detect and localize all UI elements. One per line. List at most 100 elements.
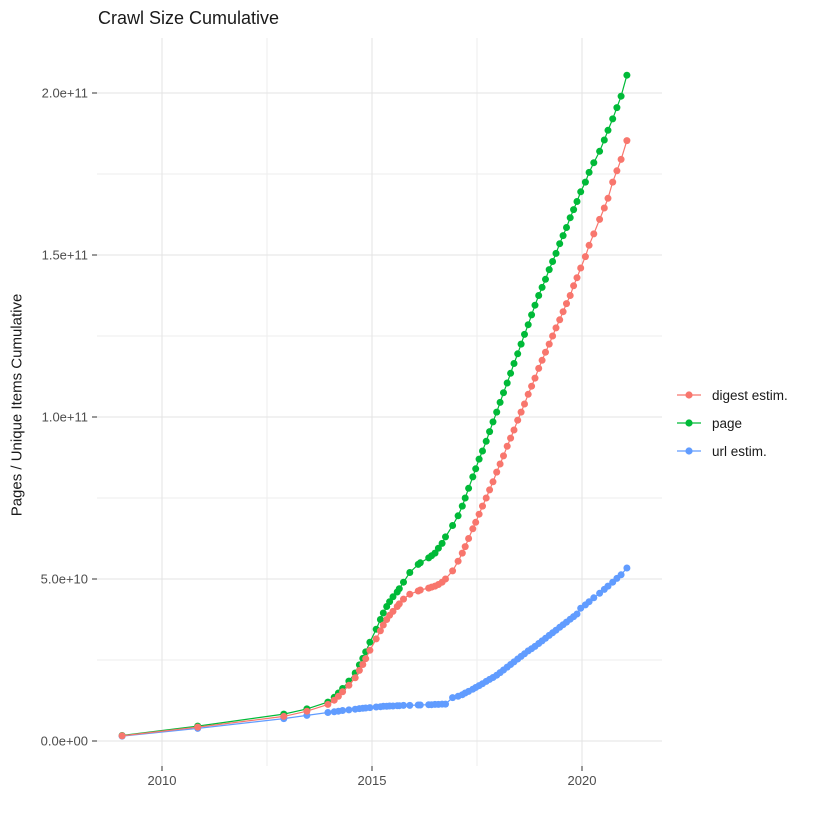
series-point-page [514, 350, 522, 358]
series-point-page [531, 301, 539, 309]
series-point-page [538, 283, 546, 291]
series-point-digest-estim [406, 590, 414, 598]
series-point-digest-estim [585, 241, 593, 249]
series-point-digest-estim [596, 215, 604, 223]
series-point-url-estim [604, 582, 612, 590]
series-point-digest-estim [489, 478, 497, 486]
series-point-page [600, 136, 608, 144]
series-point-digest-estim [400, 595, 407, 603]
y-axis-tick-label: 0.0e+00 [41, 734, 88, 749]
series-point-page [590, 159, 598, 167]
series-point-digest-estim [355, 666, 363, 674]
series-point-digest-estim [482, 494, 490, 502]
series-point-page [581, 178, 589, 186]
series-point-url-estim [442, 700, 449, 708]
series-point-digest-estim [376, 627, 384, 635]
series-point-page [400, 578, 407, 586]
series-point-digest-estim [345, 681, 353, 689]
legend-item-url-estim: url estim. [676, 437, 788, 465]
series-point-digest-estim [538, 356, 546, 364]
series-point-page [623, 71, 631, 79]
series-point-digest-estim [118, 732, 126, 740]
y-axis-tick-label: 2.0e+11 [42, 86, 88, 101]
series-point-digest-estim [500, 452, 507, 460]
series-point-page [507, 369, 515, 377]
series-point-digest-estim [600, 204, 608, 212]
series-point-url-estim [339, 707, 347, 714]
series-point-page [613, 104, 621, 112]
series-point-page [496, 398, 504, 406]
series-point-digest-estim [566, 292, 574, 299]
series-point-digest-estim [303, 707, 311, 715]
series-point-url-estim [416, 701, 424, 709]
series-point-page [528, 311, 536, 319]
series-point-page [389, 593, 397, 601]
series-point-page [493, 408, 501, 416]
series-point-digest-estim [449, 567, 457, 575]
series-point-url-estim [596, 589, 604, 597]
series-point-page [549, 258, 557, 265]
series-point-page [585, 168, 593, 176]
series-point-digest-estim [623, 137, 631, 145]
series-point-url-estim [623, 564, 631, 572]
series-point-page [431, 549, 439, 557]
series-point-digest-estim [339, 688, 347, 696]
series-point-digest-estim [528, 382, 536, 390]
series-point-page [461, 494, 469, 502]
series-point-digest-estim [442, 575, 449, 583]
series-point-digest-estim [514, 416, 522, 424]
series-point-page [458, 502, 466, 510]
series-point-digest-estim [324, 700, 332, 708]
series-line-digest-estim [122, 140, 628, 737]
series-point-url-estim [585, 598, 593, 606]
series-point-page [521, 330, 528, 338]
series-point-digest-estim [521, 400, 528, 408]
series-point-page [366, 638, 374, 646]
series-point-page [376, 616, 384, 623]
series-point-digest-estim [559, 308, 567, 316]
series-point-page [434, 544, 442, 552]
series-point-digest-estim [510, 426, 518, 434]
series-point-digest-estim [570, 282, 578, 290]
series-line-url-estim [122, 567, 628, 737]
series-point-url-estim [449, 694, 457, 702]
series-point-page [438, 539, 446, 547]
legend: digest estim. page url estim. [676, 381, 788, 465]
series-point-digest-estim [362, 655, 370, 663]
y-axis-title: Pages / Unique Items Cumulative [8, 293, 26, 517]
series-point-digest-estim [379, 621, 387, 629]
series-point-digest-estim [351, 674, 359, 682]
legend-item-page: page [676, 409, 788, 437]
series-point-digest-estim [556, 316, 564, 324]
series-point-page [469, 473, 477, 481]
series-point-page [442, 533, 449, 541]
series-point-digest-estim [577, 264, 585, 272]
series-point-digest-estim [359, 661, 367, 668]
series-point-page [465, 484, 473, 492]
series-point-page [386, 598, 394, 606]
series-point-digest-estim [479, 502, 486, 510]
series-point-digest-estim [604, 194, 612, 202]
legend-key-url-estim-icon [677, 447, 701, 455]
x-axis-tick-label: 2020 [568, 773, 597, 788]
series-point-url-estim [400, 701, 407, 709]
series-point-page [482, 437, 490, 445]
series-point-digest-estim [613, 167, 621, 175]
series-point-page [379, 609, 387, 617]
series-point-digest-estim [542, 348, 549, 356]
legend-label-digest-estim: digest estim. [712, 387, 788, 403]
series-point-digest-estim [517, 408, 525, 416]
series-point-page [486, 428, 494, 436]
series-point-digest-estim [545, 340, 553, 348]
series-point-digest-estim [552, 324, 560, 332]
series-point-digest-estim [486, 486, 494, 494]
series-point-digest-estim [194, 723, 202, 731]
legend-key-digest-icon [677, 391, 701, 399]
y-axis-tick-label: 1.5e+11 [42, 248, 88, 263]
series-point-digest-estim [454, 557, 462, 565]
legend-label-page: page [712, 415, 743, 431]
series-point-page [596, 147, 604, 155]
legend-key-page-icon [677, 419, 701, 427]
series-point-digest-estim [465, 535, 473, 542]
